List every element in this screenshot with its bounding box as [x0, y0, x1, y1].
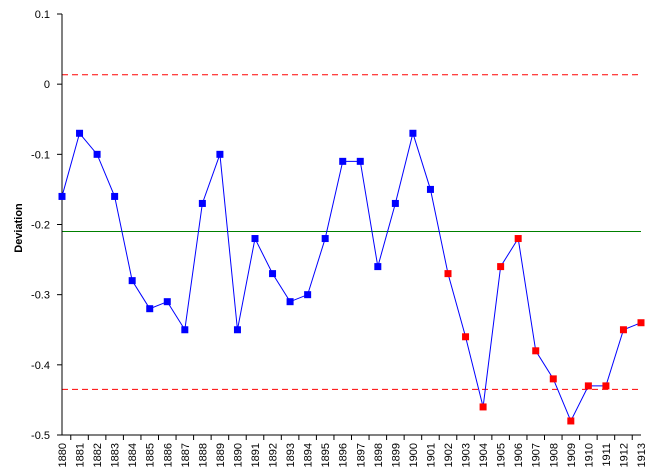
data-point-1881 [76, 129, 84, 137]
x-tick-label: 1913 [636, 443, 648, 467]
data-point-1887 [181, 326, 189, 334]
data-point-1906 [514, 235, 522, 243]
data-point-1901 [426, 185, 434, 193]
x-axis-ticks: 1880 1881 1882 1883 1884 1885 1886 1887 1888 1889… [57, 435, 648, 467]
data-point-1880 [58, 192, 66, 200]
x-tick-label: 1896 [338, 443, 350, 467]
x-tick-label: 1899 [390, 443, 402, 467]
data-point-1908 [549, 375, 557, 383]
y-tick-label: -0.3 [31, 290, 50, 302]
x-tick-label: 1885 [145, 443, 157, 467]
x-tick-label: 1906 [513, 443, 525, 467]
data-point-1885 [146, 305, 154, 313]
data-point-1909 [567, 417, 575, 425]
data-point-1882 [93, 150, 101, 158]
data-point-1889 [216, 150, 224, 158]
data-point-1912 [619, 326, 627, 334]
data-point-1892 [269, 270, 277, 278]
x-tick-label: 1887 [180, 443, 192, 467]
x-tick-label: 1901 [425, 443, 437, 467]
data-point-1894 [304, 291, 312, 299]
x-tick-label: 1905 [496, 443, 508, 467]
data-point-1911 [602, 382, 610, 390]
data-point-1899 [391, 199, 399, 207]
y-tick-label: 0.1 [35, 9, 50, 21]
x-tick-label: 1882 [92, 443, 104, 467]
x-tick-label: 1892 [268, 443, 280, 467]
x-tick-label: 1898 [373, 443, 385, 467]
data-point-1913 [637, 319, 645, 327]
data-point-1893 [286, 298, 294, 306]
x-tick-label: 1883 [110, 443, 122, 467]
y-tick-label: -0.2 [31, 220, 50, 232]
x-tick-label: 1902 [443, 443, 455, 467]
data-point-1896 [339, 157, 347, 165]
series-markers [58, 129, 645, 425]
data-point-1891 [251, 235, 259, 243]
data-point-1886 [163, 298, 171, 306]
x-tick-label: 1891 [250, 443, 262, 467]
x-tick-label: 1908 [548, 443, 560, 467]
x-tick-label: 1895 [320, 443, 332, 467]
y-tick-label: -0.4 [31, 360, 50, 372]
data-point-1898 [374, 263, 382, 271]
x-tick-label: 1912 [618, 443, 630, 467]
x-tick-label: 1880 [57, 443, 69, 467]
x-tick-label: 1894 [303, 443, 315, 467]
data-point-1888 [198, 199, 206, 207]
data-point-1900 [409, 129, 417, 137]
data-point-1907 [532, 347, 540, 355]
x-tick-label: 1911 [601, 443, 613, 467]
data-point-1910 [584, 382, 592, 390]
x-tick-label: 1881 [75, 443, 87, 467]
x-tick-label: 1910 [583, 443, 595, 467]
data-point-1897 [356, 157, 364, 165]
data-point-1883 [111, 192, 119, 200]
y-tick-label: -0.5 [31, 430, 50, 442]
x-tick-label: 1900 [408, 443, 420, 467]
x-tick-label: 1904 [478, 443, 490, 467]
y-tick-label: 0 [44, 79, 50, 91]
x-tick-label: 1889 [215, 443, 227, 467]
data-point-1904 [479, 403, 487, 411]
data-point-1884 [128, 277, 136, 285]
x-tick-label: 1909 [566, 443, 578, 467]
x-tick-label: 1884 [127, 443, 139, 467]
x-tick-label: 1886 [162, 443, 174, 467]
series-line [61, 131, 642, 423]
y-axis-ticks: 0.1 0 -0.1 -0.2 -0.3 -0.4 -0.5 [31, 9, 62, 442]
data-point-1903 [462, 333, 470, 341]
y-axis-title: Deviation [13, 203, 25, 253]
data-point-1890 [233, 326, 241, 334]
data-point-1905 [497, 263, 505, 271]
x-tick-label: 1897 [355, 443, 367, 467]
data-point-1895 [321, 235, 329, 243]
x-tick-label: 1890 [232, 443, 244, 467]
data-point-1902 [444, 270, 452, 278]
x-tick-label: 1907 [531, 443, 543, 467]
x-tick-label: 1893 [285, 443, 297, 467]
x-tick-label: 1888 [197, 443, 209, 467]
y-tick-label: -0.1 [31, 149, 50, 161]
reference-lines [62, 74, 641, 390]
x-tick-label: 1903 [461, 443, 473, 467]
